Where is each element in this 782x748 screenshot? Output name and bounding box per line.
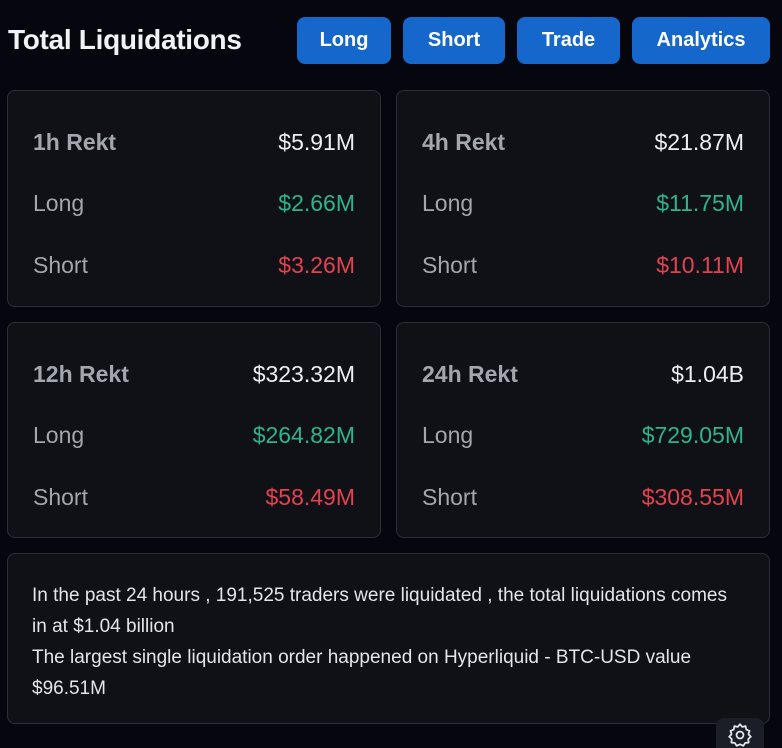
long-label: Long [422,189,474,216]
long-row: Long $2.66M [33,188,355,218]
long-label: Long [33,189,85,216]
short-row: Short $3.26M [33,250,355,280]
long-row: Long $11.75M [422,188,744,218]
header: Total Liquidations Long Short Trade Anal… [0,0,782,80]
long-row: Long $729.05M [422,420,744,450]
total-value: $5.91M [278,128,355,155]
short-value: $10.11M [656,251,744,278]
long-value: $2.66M [278,189,355,216]
card-12h: 12h Rekt $323.32M Long $264.82M Short $5… [7,322,381,538]
card-1h: 1h Rekt $5.91M Long $2.66M Short $3.26M [7,90,381,307]
long-value: $11.75M [656,189,744,216]
short-row: Short $58.49M [33,482,355,512]
short-label: Short [33,251,88,278]
long-button[interactable]: Long [297,17,391,64]
page-title: Total Liquidations [8,24,242,55]
summary-panel: In the past 24 hours , 191,525 traders w… [7,553,770,724]
total-value: $21.87M [654,128,744,155]
short-label: Short [422,483,477,510]
period-label: 24h Rekt [422,360,518,387]
long-row: Long $264.82M [33,420,355,450]
short-row: Short $308.55M [422,482,744,512]
short-value: $58.49M [265,483,355,510]
card-4h: 4h Rekt $21.87M Long $11.75M Short $10.1… [396,90,770,307]
total-row: 4h Rekt $21.87M [422,127,744,157]
long-value: $264.82M [252,421,355,448]
total-row: 24h Rekt $1.04B [422,359,744,389]
gear-icon [728,723,752,747]
short-value: $308.55M [641,483,744,510]
short-label: Short [422,251,477,278]
long-label: Long [422,421,474,448]
period-label: 12h Rekt [33,360,129,387]
total-value: $1.04B [671,360,744,387]
short-value: $3.26M [278,251,355,278]
total-value: $323.32M [252,360,355,387]
short-button[interactable]: Short [403,17,505,64]
card-24h: 24h Rekt $1.04B Long $729.05M Short $308… [396,322,770,538]
period-label: 1h Rekt [33,128,117,155]
trade-button[interactable]: Trade [517,17,620,64]
short-row: Short $10.11M [422,250,744,280]
total-row: 12h Rekt $323.32M [33,359,355,389]
settings-button[interactable] [716,718,764,748]
analytics-button[interactable]: Analytics [632,17,770,64]
period-label: 4h Rekt [422,128,506,155]
long-label: Long [33,421,85,448]
short-label: Short [33,483,88,510]
summary-traders-text: In the past 24 hours , 191,525 traders w… [32,585,727,637]
total-row: 1h Rekt $5.91M [33,127,355,157]
long-value: $729.05M [641,421,744,448]
summary-largest-order-text: The largest single liquidation order hap… [32,647,692,699]
